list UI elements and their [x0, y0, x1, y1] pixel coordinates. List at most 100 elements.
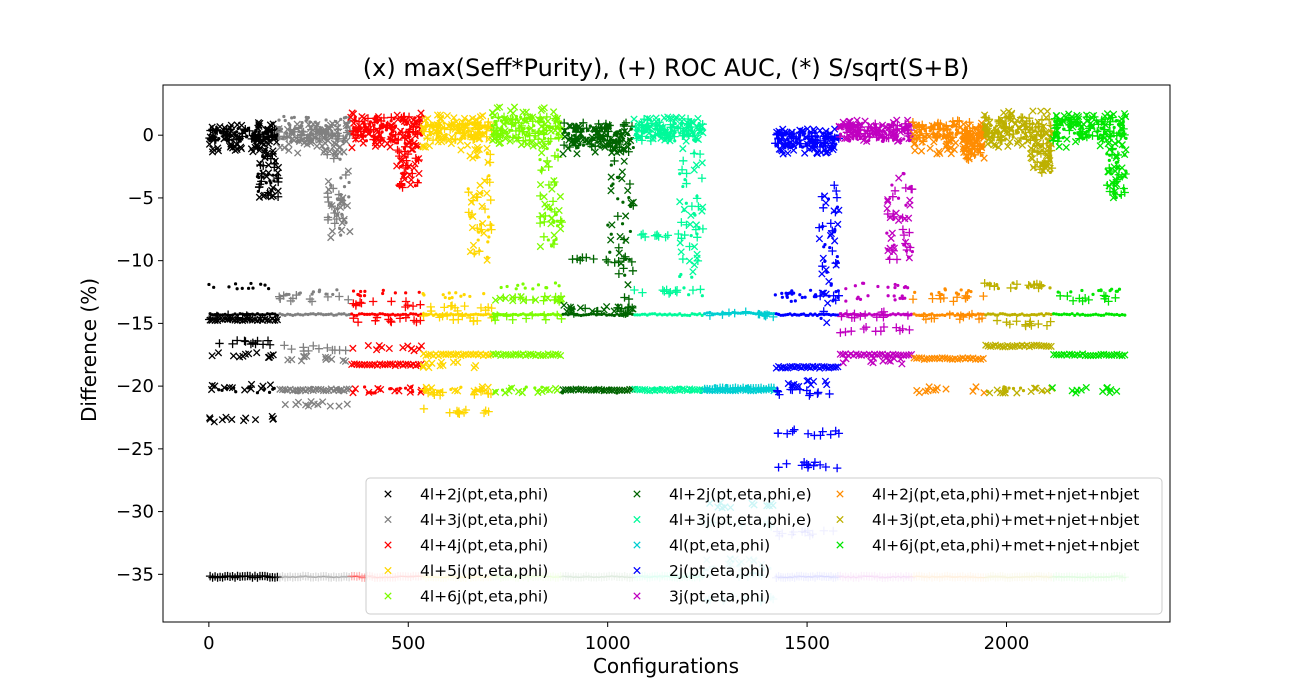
series-5-point	[572, 133, 577, 138]
series-3-point	[484, 303, 493, 312]
series-0-point	[237, 143, 245, 151]
series-9-point	[895, 174, 903, 182]
series-3-point	[419, 143, 428, 151]
series-6-point	[663, 231, 672, 240]
series-1-point	[281, 400, 289, 409]
series-3-point	[422, 389, 426, 393]
series-6-point	[688, 124, 692, 128]
series-5-point	[574, 138, 578, 143]
series-4-point	[536, 242, 545, 251]
series-3-point	[454, 407, 464, 416]
series-1-point	[338, 219, 346, 227]
series-11-point	[1043, 107, 1052, 115]
series-6-point	[637, 230, 646, 240]
series-11-point	[1000, 109, 1008, 117]
series-4-point	[542, 131, 546, 135]
series-0-point	[259, 282, 263, 286]
series-2-point	[373, 114, 378, 119]
series-9-point	[844, 299, 848, 303]
series-2-point	[370, 312, 374, 316]
series-9-point	[888, 229, 896, 237]
series-5-point	[577, 137, 581, 141]
series-11-point	[1002, 123, 1006, 128]
series-1-point	[274, 127, 284, 137]
series-5-point	[576, 313, 581, 317]
series-3-point	[443, 295, 447, 300]
series-3-point	[425, 363, 433, 372]
y-tick-label: −25	[116, 439, 154, 460]
series-7-point	[732, 387, 736, 391]
series-5-point	[605, 313, 609, 317]
series-1-point	[329, 154, 339, 163]
series-1-point	[316, 122, 320, 126]
series-1-point	[344, 125, 348, 129]
series-3-point	[480, 204, 490, 214]
series-1-point	[298, 571, 308, 581]
series-6-point	[693, 233, 702, 242]
series-12-point	[1069, 124, 1073, 128]
series-9-point	[843, 312, 848, 316]
series-4-point	[494, 312, 498, 317]
series-0-point	[235, 134, 239, 138]
series-3-point	[487, 225, 496, 234]
series-4-point	[521, 131, 525, 135]
series-10-point	[973, 138, 981, 146]
series-10-point	[976, 148, 985, 157]
series-2-point	[413, 116, 417, 120]
series-7-point	[731, 310, 735, 315]
series-2-point	[374, 384, 382, 393]
series-0-point	[227, 121, 236, 129]
series-5-point	[571, 312, 575, 316]
series-5-point	[620, 222, 625, 226]
series-8-point	[815, 135, 820, 139]
series-9-point	[840, 125, 844, 129]
series-0-point	[258, 340, 268, 349]
series-9-point	[849, 312, 853, 316]
series-0-point	[265, 340, 275, 349]
series-0-point	[249, 281, 253, 286]
series-10-point	[928, 129, 932, 133]
series-10-point	[938, 128, 942, 132]
series-4-point	[524, 385, 528, 389]
series-0-point	[254, 118, 263, 127]
series-2-point	[389, 137, 393, 141]
series-8-point	[773, 293, 777, 297]
series-1-point	[285, 572, 295, 581]
series-11-point	[1002, 390, 1007, 394]
series-12-point	[1104, 312, 1108, 316]
series-9-point	[856, 295, 860, 299]
series-1-point	[276, 294, 285, 303]
series-1-point	[316, 572, 326, 581]
series-1-point	[323, 292, 333, 302]
series-12-point	[1099, 126, 1103, 130]
series-2-point	[381, 288, 385, 293]
series-4-point	[556, 192, 565, 201]
series-9-point	[898, 225, 908, 234]
series-2-point	[396, 183, 400, 188]
series-12-point	[1110, 287, 1114, 291]
legend-marker	[836, 490, 844, 498]
series-2-point	[361, 120, 365, 124]
series-5-point	[599, 312, 604, 317]
series-1-point	[335, 137, 340, 141]
series-3-point	[486, 312, 490, 316]
series-9-point	[885, 247, 889, 251]
legend-box	[365, 477, 1163, 615]
series-9-point	[842, 123, 846, 127]
legend-marker	[633, 592, 641, 600]
series-11-point	[993, 313, 998, 317]
series-0-point	[263, 336, 273, 345]
legend-marker	[384, 592, 392, 600]
series-3-point	[471, 390, 475, 394]
series-0-point	[256, 126, 260, 130]
series-3-point	[431, 123, 435, 127]
series-9-point	[893, 285, 897, 290]
series-3-point	[468, 196, 478, 205]
series-5-point	[623, 273, 627, 277]
series-3-point	[461, 313, 465, 317]
series-9-point	[908, 245, 912, 249]
series-6-point	[678, 312, 682, 316]
series-12-point	[1067, 313, 1072, 317]
series-6-point	[676, 198, 684, 206]
series-10-point	[942, 132, 946, 137]
